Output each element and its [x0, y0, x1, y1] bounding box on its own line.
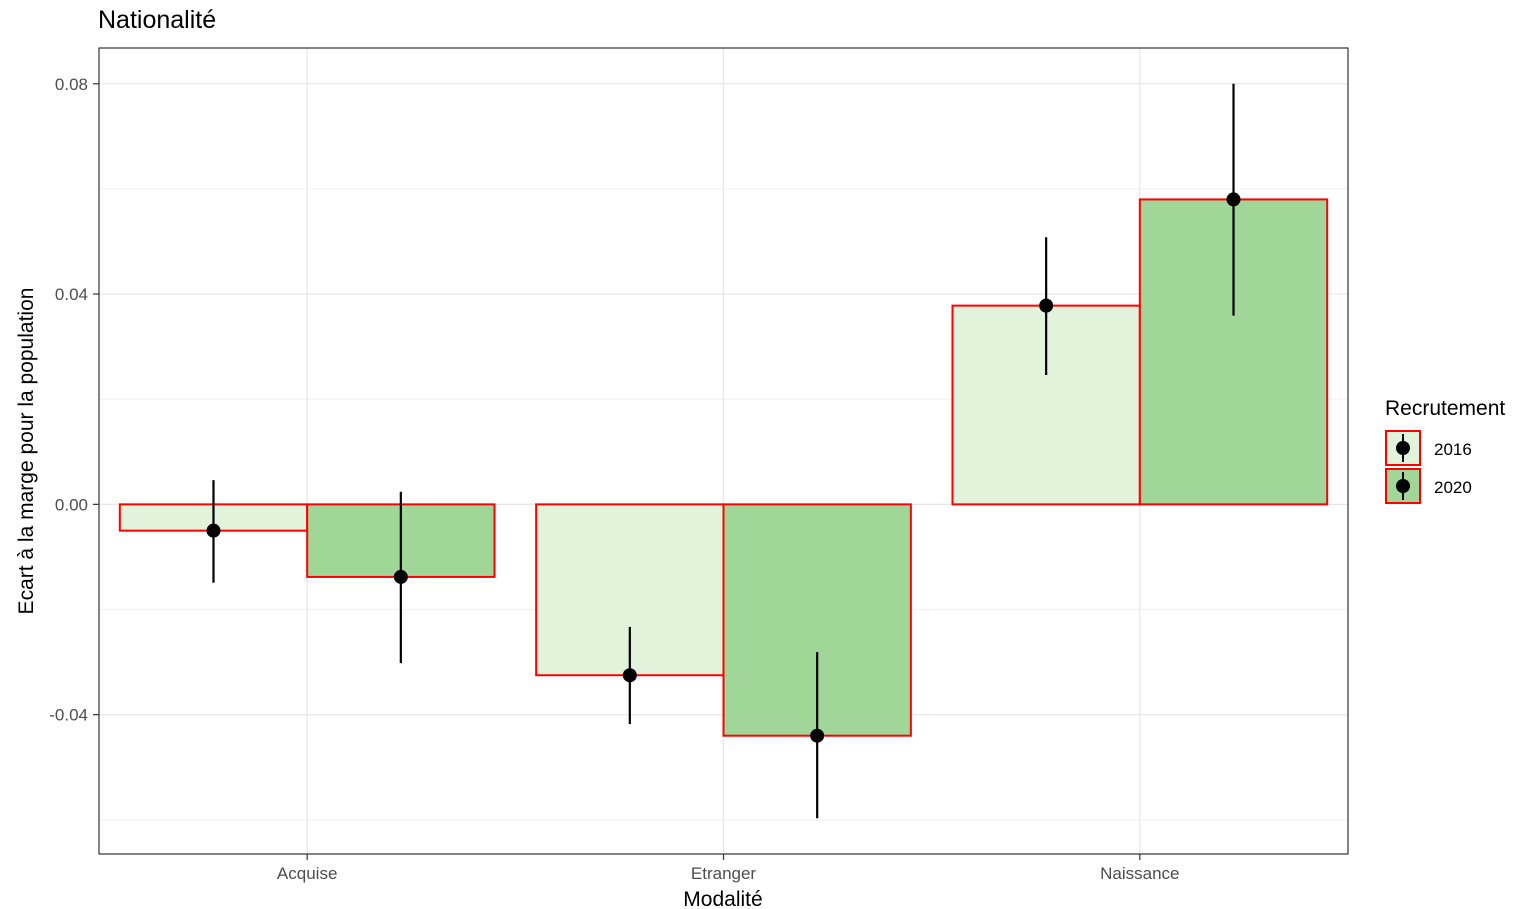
y-axis-ticks: 0.08 0.04 0.00 -0.04 — [49, 75, 99, 725]
point-2020-acquise — [393, 569, 408, 584]
y-tick-label: 0.04 — [55, 285, 88, 304]
point-2020-etranger — [810, 728, 825, 743]
chart-title: Nationalité — [98, 6, 216, 34]
legend-key-point — [1396, 441, 1410, 455]
legend-label-2020: 2020 — [1434, 478, 1472, 497]
x-axis-ticks: Acquise Etranger Naissance — [277, 854, 1180, 883]
point-2020-naissance — [1226, 192, 1241, 207]
legend-items: 2016 2020 — [1385, 430, 1472, 504]
points — [206, 192, 1241, 743]
y-tick-label: -0.04 — [49, 706, 88, 725]
y-tick-label: 0.08 — [55, 75, 88, 94]
x-axis-label: Modalité — [683, 888, 762, 909]
legend-label-2016: 2016 — [1434, 440, 1472, 459]
legend-key-point — [1396, 479, 1410, 493]
y-tick-label: 0.00 — [55, 495, 88, 514]
x-tick-label: Naissance — [1100, 864, 1179, 883]
y-axis-label: Ecart à la marge pour la population — [15, 288, 38, 615]
point-2016-etranger — [622, 668, 637, 683]
point-2016-acquise — [206, 523, 221, 538]
legend: Recrutement 2016 2020 — [1385, 397, 1505, 504]
plot-area — [98, 47, 1349, 855]
point-2016-naissance — [1039, 298, 1054, 313]
x-tick-label: Acquise — [277, 864, 337, 883]
legend-title: Recrutement — [1385, 397, 1505, 420]
x-tick-label: Etranger — [691, 864, 757, 883]
